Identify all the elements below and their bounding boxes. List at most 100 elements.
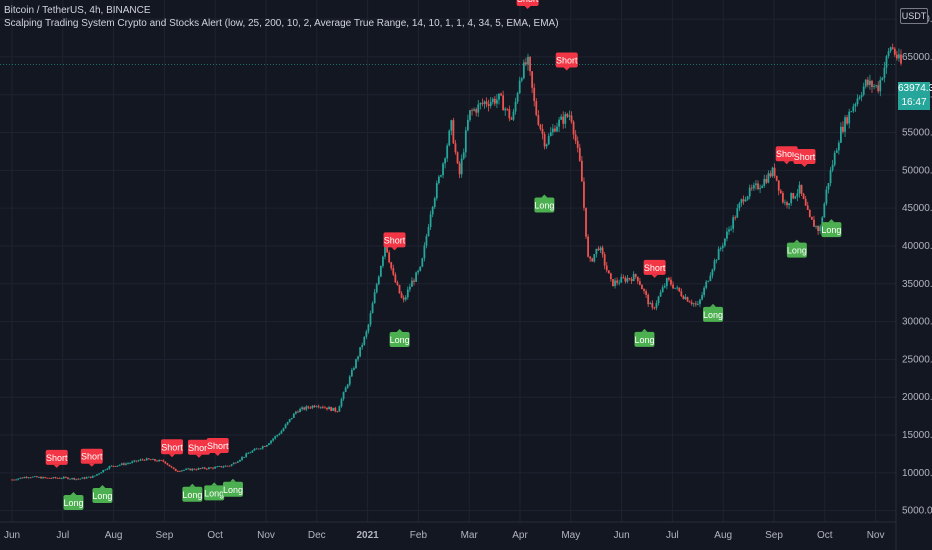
candle-body	[738, 203, 741, 209]
candle-body	[102, 469, 105, 473]
x-tick-label: Jul	[666, 530, 679, 541]
candle-body	[297, 411, 299, 413]
candle-body	[145, 458, 148, 461]
short-signal-label: Short	[187, 439, 210, 458]
candle-body	[732, 217, 735, 229]
candle-body	[721, 245, 724, 248]
x-tick-label: Feb	[410, 530, 428, 541]
candle-body	[87, 476, 90, 478]
candle-body	[842, 126, 844, 132]
candle-body	[232, 462, 235, 465]
x-tick-label: 2021	[356, 530, 379, 541]
x-tick-label: May	[561, 530, 580, 541]
candle-body	[73, 478, 76, 480]
current-price-label: 63974.33	[898, 82, 932, 96]
candle-body	[813, 219, 815, 227]
candle-body	[736, 208, 739, 218]
candle-body	[564, 114, 567, 124]
symbol-title[interactable]: Bitcoin / TetherUS, 4h, BINANCE	[4, 5, 151, 16]
candle-body	[750, 187, 753, 189]
candle-body	[359, 347, 362, 357]
candle-body	[572, 121, 575, 135]
signal-label-text: Short	[517, 0, 539, 4]
candle-body	[556, 126, 558, 132]
candle-body	[808, 209, 811, 217]
indicator-legend[interactable]: Scalping Trading System Crypto and Stock…	[4, 18, 559, 29]
candle-body	[172, 467, 175, 469]
candle-body	[473, 109, 476, 111]
candle-body	[657, 296, 660, 304]
candle-body	[464, 130, 467, 153]
signal-label-text: Long	[390, 335, 410, 345]
candle-body	[139, 459, 142, 461]
candle-body	[755, 183, 757, 186]
candle-body	[889, 47, 892, 52]
candle-body	[437, 176, 440, 184]
candle-body	[123, 463, 125, 465]
candle-body	[871, 80, 873, 88]
long-signal-label: Long	[534, 194, 554, 213]
candle-body	[612, 279, 614, 287]
candle-body	[688, 301, 691, 303]
candle-body	[448, 130, 451, 146]
candle-body	[305, 406, 308, 410]
candle-body	[413, 280, 415, 282]
candle-body	[56, 477, 59, 479]
candle-body	[147, 458, 150, 460]
candle-body	[346, 384, 349, 388]
candle-body	[759, 187, 761, 190]
candle-body	[336, 411, 339, 413]
candle-body	[506, 108, 509, 110]
candle-body	[630, 279, 633, 282]
candle-body	[247, 453, 250, 454]
candle-body	[104, 469, 107, 471]
candle-body	[699, 299, 701, 305]
candle-body	[382, 256, 384, 266]
candle-body	[253, 448, 256, 451]
long-signal-label: Long	[821, 219, 841, 238]
candle-body	[423, 245, 426, 259]
y-tick-label: 50000.0	[902, 165, 932, 176]
candle-body	[226, 465, 229, 467]
candle-body	[301, 407, 304, 410]
candle-body	[25, 477, 28, 478]
candle-body	[682, 296, 685, 299]
candle-body	[311, 405, 314, 408]
candle-body	[502, 95, 505, 111]
long-signal-label: Long	[182, 483, 202, 502]
candle-body	[239, 459, 241, 462]
candle-body	[303, 407, 306, 410]
candle-body	[489, 101, 492, 107]
candle-body	[823, 203, 826, 218]
candle-body	[46, 477, 49, 479]
candle-body	[659, 292, 662, 297]
candle-body	[156, 460, 158, 462]
candle-body	[792, 193, 795, 199]
candle-body	[388, 252, 391, 263]
x-tick-label: Mar	[461, 530, 479, 541]
candle-body	[527, 56, 529, 65]
candle-body	[591, 258, 594, 262]
candle-body	[684, 297, 687, 299]
candle-body	[216, 466, 219, 468]
candle-body	[723, 238, 726, 246]
candle-body	[752, 185, 755, 189]
candle-body	[620, 277, 623, 283]
candle-body	[726, 231, 728, 239]
candle-body	[133, 460, 136, 462]
candle-body	[840, 126, 842, 143]
candle-body	[189, 468, 192, 471]
candle-body	[185, 468, 187, 470]
candle-body	[384, 245, 386, 257]
candle-body	[574, 134, 577, 141]
candle-body	[844, 117, 846, 132]
candle-body	[694, 303, 697, 305]
short-signal-label: Short	[775, 146, 798, 165]
candle-body	[108, 466, 111, 469]
y-tick-label: 45000.0	[902, 203, 932, 214]
candle-body	[817, 226, 820, 232]
candle-body	[83, 477, 86, 479]
candle-body	[748, 187, 751, 197]
currency-label[interactable]: USDT	[900, 8, 928, 24]
